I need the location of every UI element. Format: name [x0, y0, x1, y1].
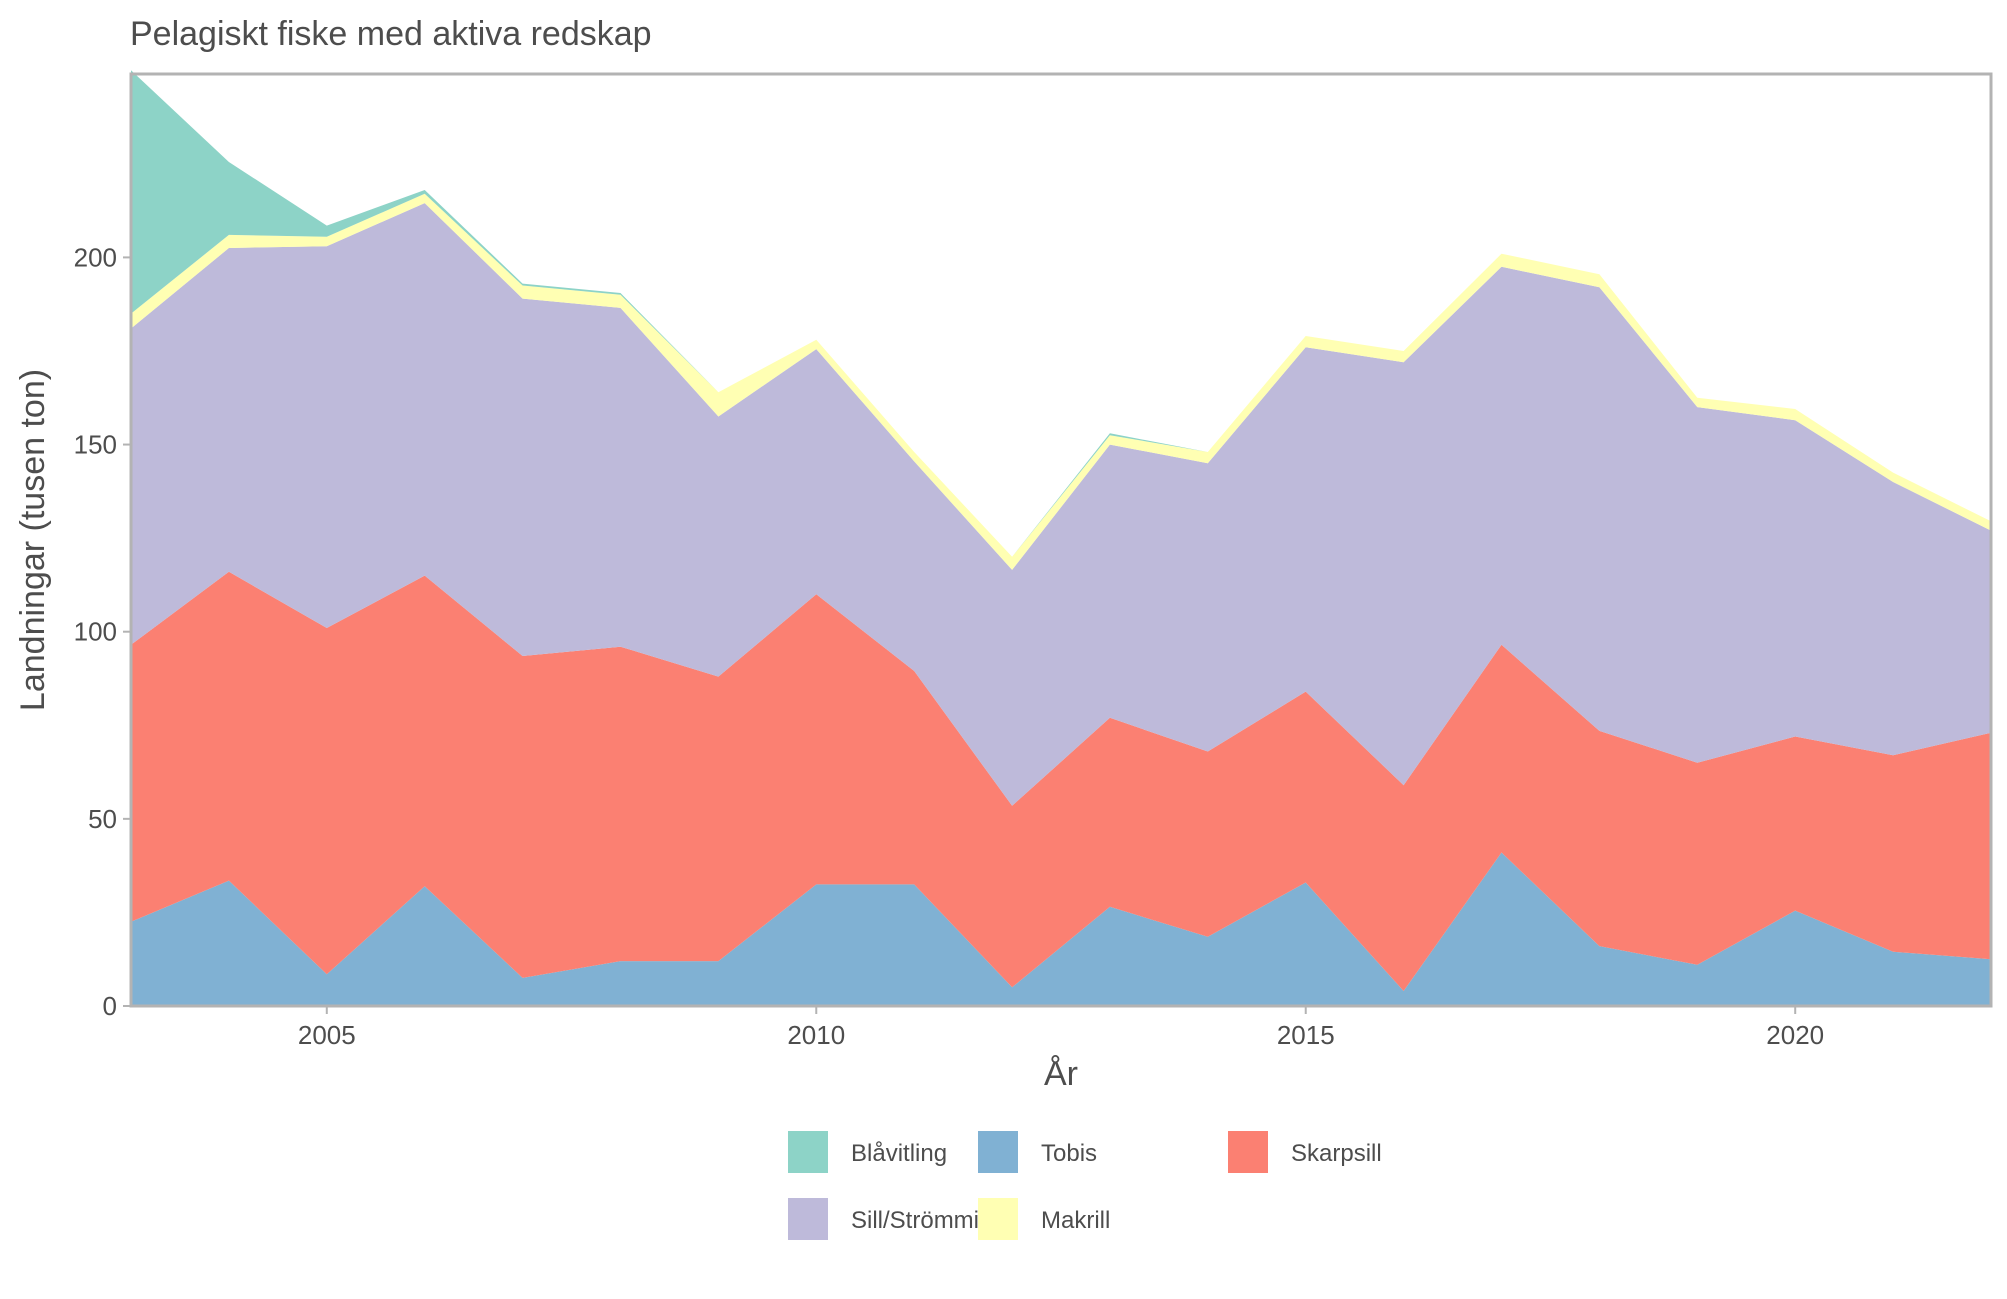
legend-label: Blåvitling [851, 1140, 947, 1167]
legend-item-sill-stromming: Sill/Strömming [788, 1198, 1006, 1240]
area-sill-stromming [131, 203, 1991, 806]
x-axis-label: År [1044, 1055, 1078, 1093]
chart-title: Pelagiskt fiske med aktiva redskap [130, 15, 652, 53]
x-tick-label: 2005 [298, 1020, 356, 1050]
legend-swatch [1228, 1131, 1268, 1173]
x-tick-label: 2020 [1766, 1020, 1824, 1050]
x-tick-label: 2010 [787, 1020, 845, 1050]
legend-item-blavitling: Blåvitling [788, 1131, 947, 1173]
legend-swatch [978, 1131, 1018, 1173]
plot-panel-border [129, 72, 1993, 1008]
legend-label: Makrill [1041, 1207, 1110, 1234]
y-tick-label: 150 [74, 430, 117, 460]
legend-label: Tobis [1041, 1140, 1097, 1167]
x-axis-ticks: 2005 2010 2015 2020 [298, 1006, 1824, 1050]
legend: Blåvitling Sill/Strömming Tobis Makrill Skar… [788, 1131, 1382, 1240]
legend-swatch [788, 1198, 828, 1240]
legend-swatch [788, 1131, 828, 1173]
x-tick-label: 2015 [1277, 1020, 1335, 1050]
area-tobis [131, 852, 1991, 1006]
y-tick-label: 200 [74, 242, 117, 272]
y-tick-label: 0 [103, 991, 117, 1021]
y-tick-label: 50 [88, 804, 117, 834]
area-layers [131, 70, 1991, 1006]
legend-swatch [978, 1198, 1018, 1240]
legend-item-tobis: Tobis [978, 1131, 1097, 1173]
y-tick-label: 100 [74, 617, 117, 647]
legend-item-makrill: Makrill [978, 1198, 1110, 1240]
legend-label: Skarpsill [1291, 1140, 1382, 1167]
legend-item-skarpsill: Skarpsill [1228, 1131, 1382, 1173]
y-axis-ticks: 0 50 100 150 200 [74, 242, 131, 1021]
area-skarpsill [131, 571, 1991, 991]
y-axis-label: Landningar (tusen ton) [14, 369, 52, 711]
